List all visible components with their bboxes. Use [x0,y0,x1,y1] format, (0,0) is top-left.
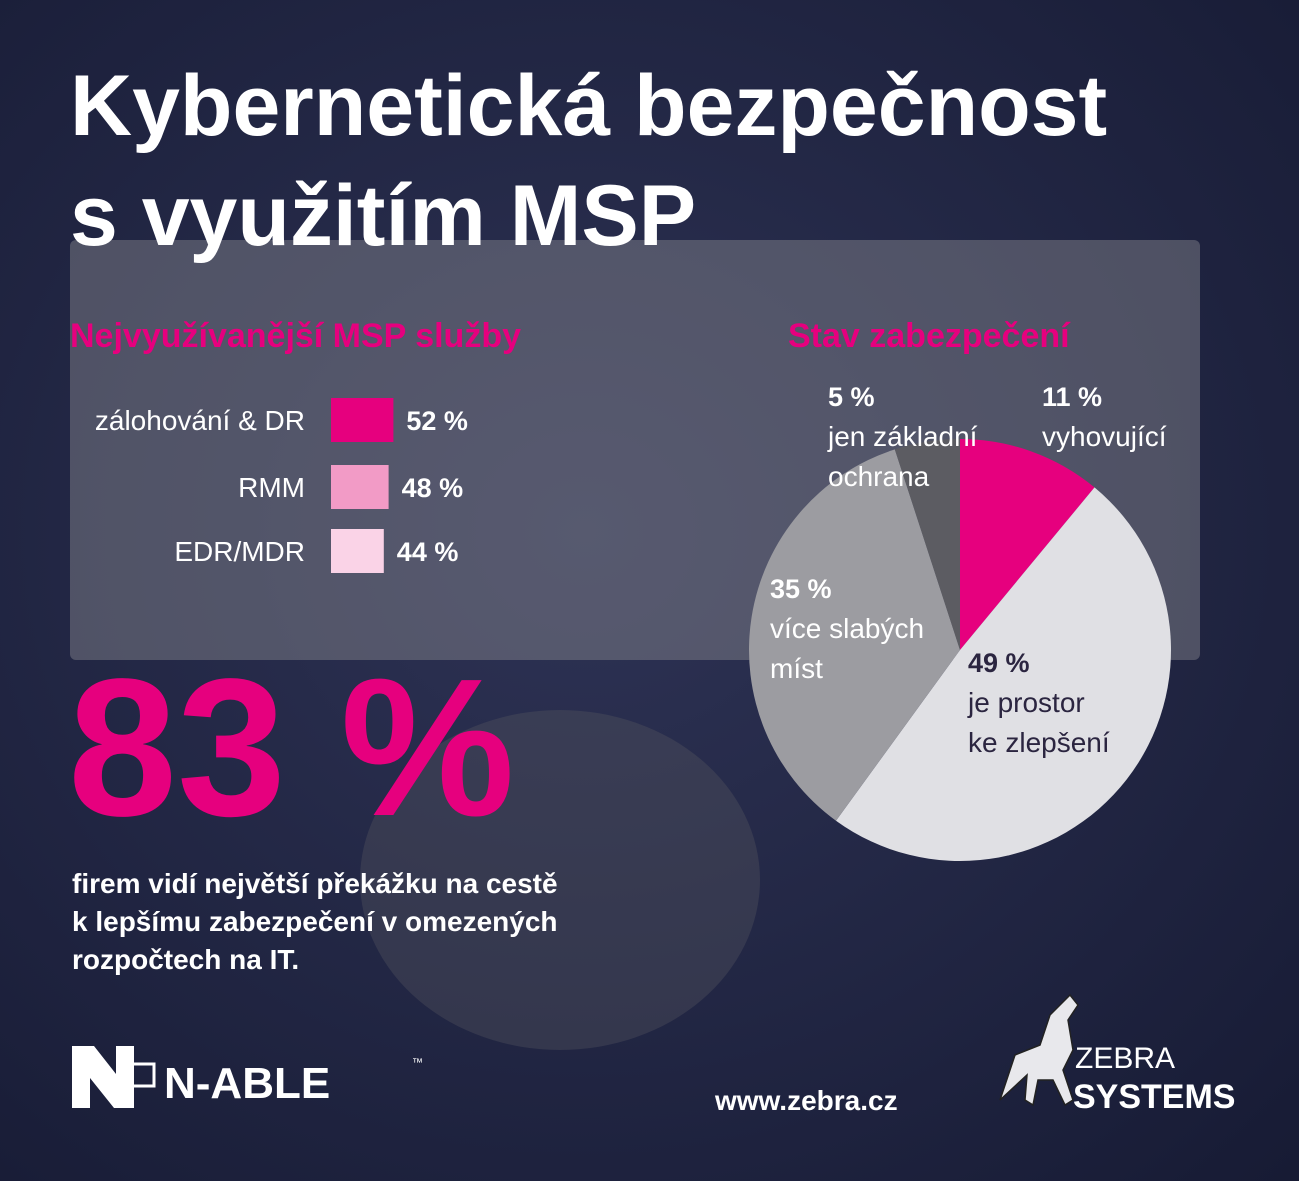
pie-slice [894,439,960,650]
nable-logo: N-ABLE ™ [72,1046,423,1108]
zebra-logo: ZEBRA SYSTEMS [999,993,1235,1116]
bar-value-label: 48 % [402,473,464,503]
bar-chart-title: Nejvyužívanější MSP služby [70,317,521,355]
bar [331,465,389,509]
pie-value-label: 5 % [828,382,875,412]
trademark: ™ [412,1057,423,1069]
zebra-text: ZEBRA [1075,1042,1175,1075]
bar-category: zálohování & DR [95,405,305,436]
headline-text: k lepšímu zabezpečení v omezených [72,906,558,937]
pie-value-label: 11 % [1042,382,1102,412]
title-line: Kybernetická bezpečnost [70,58,1107,154]
bar [331,398,394,442]
headline-text: rozpočtech na IT. [72,944,299,975]
bar-category: RMM [238,472,305,503]
headline-stat: 83 % [68,638,515,857]
bar-category: EDR/MDR [174,536,305,567]
website-url: www.zebra.cz [714,1085,898,1116]
pie-category-label: ke zlepšení [968,727,1110,758]
pie-category-label: jen základní [827,421,978,452]
pie-chart-title: Stav zabezpečení [788,317,1071,355]
pie-value-label: 49 % [968,648,1030,678]
pie-value-label: 35 % [770,574,832,604]
pie-category-label: míst [770,653,823,684]
person-photo [360,710,760,1050]
bar-value-label: 44 % [397,537,459,567]
systems-text: SYSTEMS [1073,1078,1235,1116]
title-line: s využitím MSP [70,168,696,264]
pie-category-label: více slabých [770,613,924,644]
headline-text: firem vidí největší překážku na cestě [72,868,558,899]
bar [331,529,384,573]
pie-slice [960,439,1095,650]
pie-slice [749,449,960,821]
nable-text: N-ABLE [164,1059,330,1108]
pie-category-label: vyhovující [1042,421,1167,452]
pie-slice [835,487,1171,861]
bar-value-label: 52 % [406,406,468,436]
pie-category-label: je prostor [967,687,1085,718]
pie-category-label: ochrana [828,461,930,492]
